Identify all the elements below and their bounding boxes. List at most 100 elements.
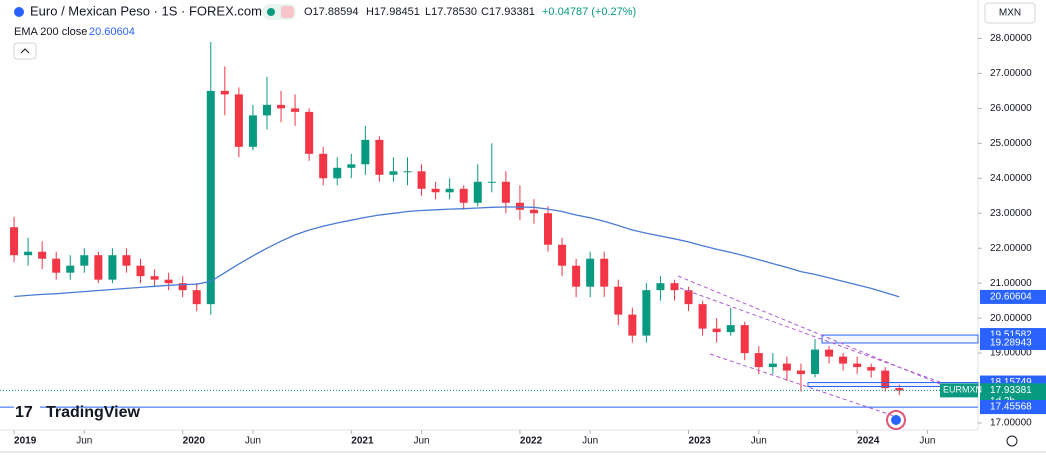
candle-body <box>319 153 328 179</box>
candle-body <box>712 328 721 333</box>
candle-body <box>811 349 819 375</box>
candle-body <box>881 370 890 389</box>
candle-body <box>839 356 848 364</box>
candle-body <box>782 363 791 371</box>
price-tag-label: 18.15749 <box>990 377 1032 388</box>
candle-body <box>136 265 145 277</box>
price-tag-label: 19.51582 <box>990 330 1032 341</box>
candle-body <box>558 244 567 266</box>
candle-body <box>24 251 33 256</box>
candle-body <box>192 290 201 305</box>
x-tick-label: Jun <box>413 436 429 447</box>
candle-body <box>66 265 75 273</box>
candle-body <box>586 258 595 287</box>
candle-body <box>375 139 384 175</box>
header-bg <box>0 0 975 40</box>
candle-body <box>150 276 159 280</box>
candle-body <box>108 255 117 280</box>
price-tag-label: 19.28943 <box>990 338 1032 349</box>
candle-body <box>544 213 553 245</box>
y-tick-label: 17.00000 <box>990 418 1032 429</box>
candle-body <box>768 363 777 368</box>
candle-body <box>614 286 623 315</box>
candle-body <box>487 181 496 183</box>
candle-body <box>122 255 131 266</box>
price-tag <box>980 289 1046 304</box>
symbol-icon <box>14 7 24 17</box>
logo-text: TradingView <box>46 404 141 421</box>
candle-body <box>431 188 440 193</box>
target-marker <box>886 410 906 430</box>
candle-body <box>277 104 286 109</box>
x-tick-label: Jun <box>76 436 92 447</box>
candle-body <box>867 367 876 371</box>
candle-body <box>234 94 243 147</box>
currency-label: MXN <box>999 8 1021 19</box>
candle-body <box>740 325 749 354</box>
x-tick-label: 2023 <box>689 436 712 447</box>
candle-body <box>52 258 61 273</box>
y-tick-label: 26.00000 <box>990 103 1032 114</box>
y-tick-label: 19.00000 <box>990 348 1032 359</box>
price-tag-label: 17.45568 <box>990 402 1032 413</box>
candle-body <box>796 370 805 375</box>
x-tick-label: 2022 <box>520 436 543 447</box>
candle-body <box>164 279 173 284</box>
candle-body <box>178 283 187 291</box>
candle-body <box>600 258 609 287</box>
logo-mark: 17 <box>15 404 33 421</box>
ohlc-high: H17.98451 <box>366 6 420 18</box>
candle-body <box>515 202 524 210</box>
candle-body <box>698 304 707 329</box>
candle-body <box>305 111 314 154</box>
candle-body <box>248 115 257 147</box>
candle-body <box>80 255 89 266</box>
candle-body <box>628 314 637 336</box>
candle-body <box>220 90 229 95</box>
indicator-value: 20.60604 <box>89 26 135 38</box>
y-tick-label: 23.00000 <box>990 208 1032 219</box>
market-dot <box>267 8 275 16</box>
x-tick-label: Jun <box>919 436 935 447</box>
candle-body <box>529 209 538 214</box>
price-tag <box>980 335 1046 350</box>
currency-button[interactable] <box>984 2 1036 24</box>
candle-body <box>726 325 735 333</box>
channel-line <box>709 353 901 419</box>
candle-body <box>94 255 103 280</box>
y-tick-label: 28.00000 <box>990 33 1032 44</box>
ema-line <box>14 206 900 298</box>
ohlc-close: C17.93381 <box>481 6 535 18</box>
x-tick-label: 2021 <box>351 436 374 447</box>
ohlc-open: O17.88594 <box>304 6 358 18</box>
y-tick-label: 27.00000 <box>990 68 1032 79</box>
collapse-button[interactable] <box>13 42 37 60</box>
candle-body <box>895 388 904 391</box>
collapse-icon <box>20 48 30 54</box>
y-tick-label: 20.00000 <box>990 313 1032 324</box>
x-tick-label: Jun <box>751 436 767 447</box>
candle-body <box>347 164 356 168</box>
y-tick-label: 25.00000 <box>990 138 1032 149</box>
candle-body <box>501 181 510 203</box>
candle-body <box>361 139 370 165</box>
x-tick-label: 2019 <box>14 436 37 447</box>
candle-body <box>853 363 862 368</box>
ohlc-low: L17.78530 <box>425 6 477 18</box>
candle-body <box>389 171 398 175</box>
price-tag <box>980 400 1046 415</box>
ohlc-change: +0.04787 (+0.27%) <box>542 6 636 18</box>
settings-icon[interactable] <box>1006 435 1018 447</box>
candle-body <box>572 265 581 287</box>
candle-body <box>670 283 679 291</box>
x-tick-label: 2024 <box>857 436 880 447</box>
symbol-tag <box>940 383 978 398</box>
candle-body <box>445 188 454 193</box>
range-box <box>821 334 979 344</box>
candle-body <box>684 290 693 305</box>
y-tick-label: 22.00000 <box>990 243 1032 254</box>
candle-body <box>262 104 271 116</box>
last-price-label: 17.93381 <box>990 385 1032 396</box>
